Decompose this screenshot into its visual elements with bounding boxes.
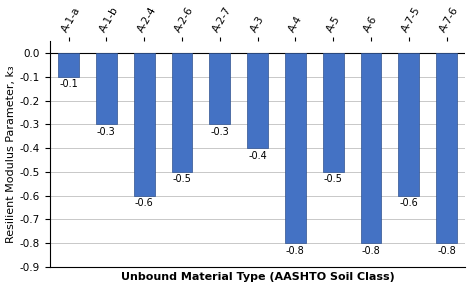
Bar: [210, 53, 230, 124]
Text: -0.4: -0.4: [248, 151, 267, 161]
Y-axis label: Resilient Modulus Parameter, k₃: Resilient Modulus Parameter, k₃: [6, 65, 16, 243]
Text: -0.1: -0.1: [59, 79, 78, 89]
Bar: [436, 53, 457, 243]
Bar: [323, 53, 343, 172]
Text: -0.8: -0.8: [437, 246, 456, 255]
Text: -0.3: -0.3: [211, 127, 229, 137]
Text: -0.5: -0.5: [324, 174, 342, 184]
Bar: [58, 53, 79, 77]
Bar: [285, 53, 306, 243]
Text: -0.8: -0.8: [286, 246, 305, 255]
Text: -0.3: -0.3: [97, 127, 116, 137]
Bar: [361, 53, 382, 243]
Text: -0.5: -0.5: [172, 174, 191, 184]
Bar: [171, 53, 192, 172]
Bar: [398, 53, 419, 196]
Text: -0.8: -0.8: [362, 246, 380, 255]
Bar: [134, 53, 154, 196]
Text: -0.6: -0.6: [135, 198, 154, 208]
Text: -0.6: -0.6: [399, 198, 418, 208]
Bar: [96, 53, 117, 124]
X-axis label: Unbound Material Type (AASHTO Soil Class): Unbound Material Type (AASHTO Soil Class…: [121, 272, 394, 283]
Bar: [247, 53, 268, 148]
